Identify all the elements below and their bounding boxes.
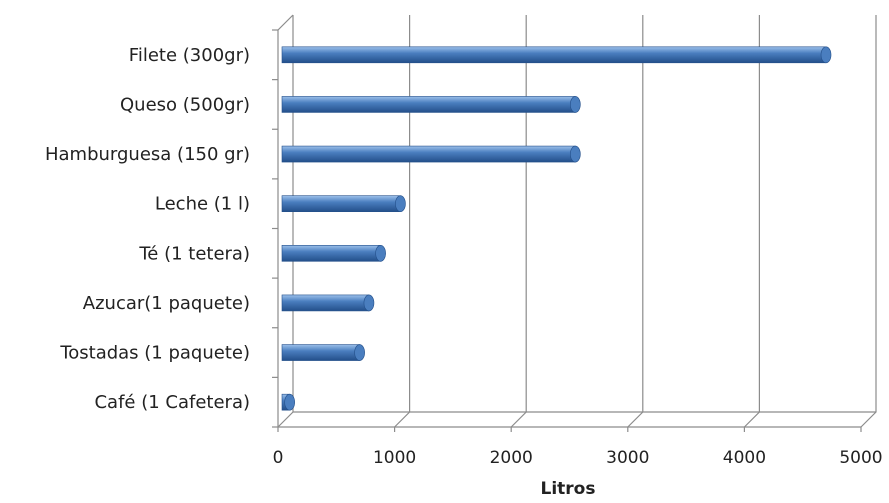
bar-end-cap [395, 195, 406, 212]
bars [281, 46, 832, 411]
x-gridline [510, 15, 527, 428]
x-tick-label: 2000 [490, 448, 533, 468]
category-label: Té (1 tetera) [138, 243, 250, 264]
x-gridline [860, 15, 877, 428]
axes [272, 14, 876, 432]
category-label: Café (1 Cafetera) [94, 392, 250, 413]
bar [281, 294, 370, 312]
x-gridline [627, 15, 644, 428]
bar [281, 145, 576, 163]
x-tick-label: 4000 [723, 448, 766, 468]
bar [281, 96, 576, 113]
x-gridline [743, 15, 761, 428]
category-label: Tostadas (1 paquete) [59, 343, 250, 364]
grid-lines [277, 15, 877, 428]
x-axis-title: Litros [541, 479, 596, 498]
category-label: Leche (1 l) [155, 194, 250, 215]
category-label: Filete (300gr) [129, 45, 250, 66]
bar-end-cap [284, 393, 295, 411]
bar-end-cap [820, 46, 832, 64]
category-label: Queso (500gr) [120, 94, 250, 115]
x-gridline [394, 15, 411, 428]
x-tick-label: 1000 [373, 448, 416, 468]
category-label: Azucar(1 paquete) [83, 293, 250, 314]
bar [281, 46, 827, 64]
x-tick-label: 3000 [606, 448, 649, 468]
bar-end-cap [570, 145, 581, 163]
bar [281, 195, 401, 212]
category-label: Hamburguesa (150 gr) [45, 144, 250, 165]
wall-top-edge [277, 14, 294, 31]
x-gridline [277, 15, 294, 428]
bar-end-cap [354, 344, 365, 361]
x-tick-label: 0 [273, 448, 284, 468]
bar [281, 344, 360, 361]
bar-end-cap [363, 294, 375, 312]
bar-end-cap [570, 96, 581, 113]
x-tick-label: 5000 [839, 448, 882, 468]
bar-end-cap [375, 245, 386, 262]
labels: 0 1000 2000 3000 4000 5000 Filete (300gr) Queso… [45, 45, 883, 468]
bar [281, 245, 381, 262]
